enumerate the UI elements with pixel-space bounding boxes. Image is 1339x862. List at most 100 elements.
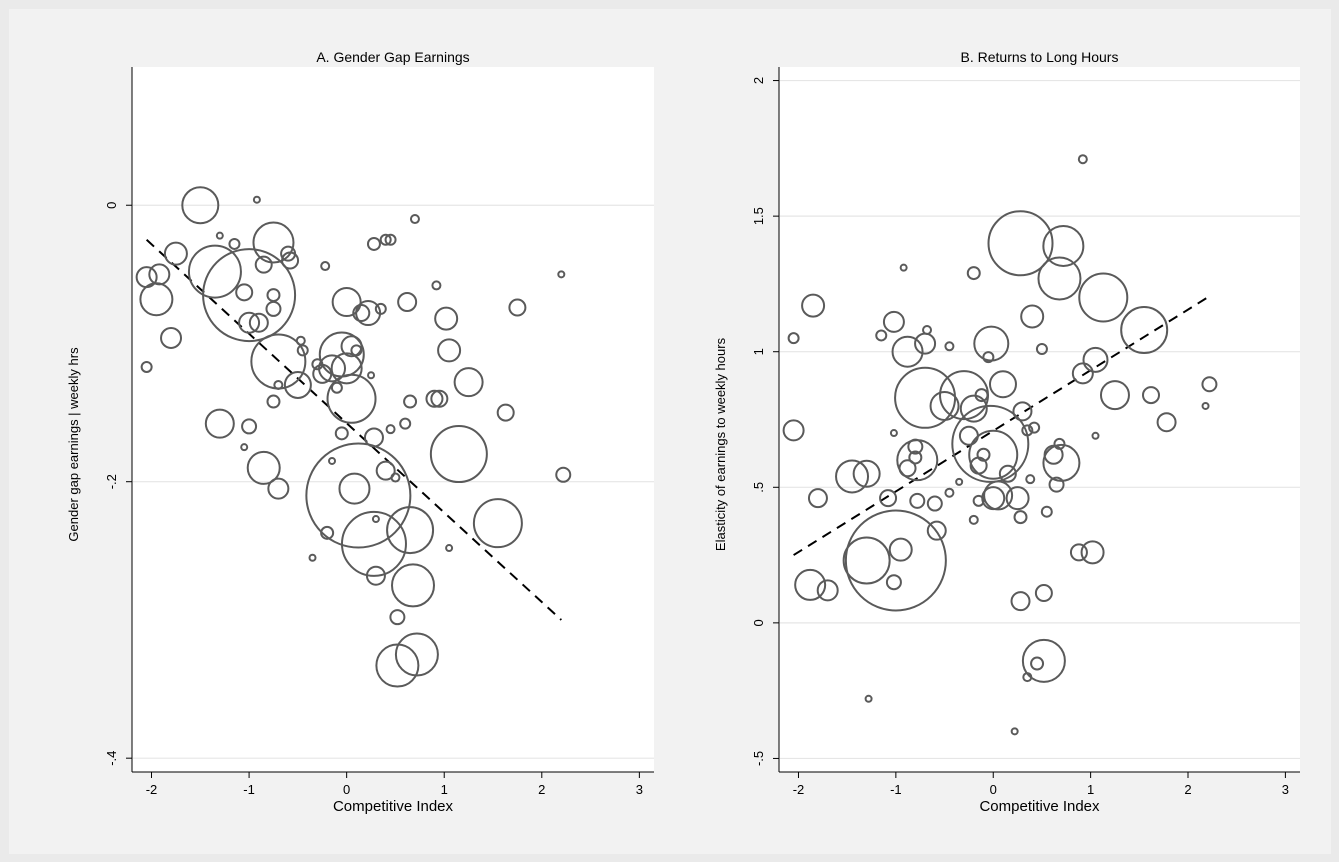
panel-b-data-point — [1025, 474, 1036, 485]
panel-b-data-point — [1077, 154, 1088, 165]
panel-b-data-point — [885, 574, 902, 591]
panel-b-data-point — [1005, 486, 1030, 511]
panel-b-data-point — [1142, 386, 1161, 405]
panel-b-data-point — [1091, 431, 1100, 440]
panel-a-data-point — [308, 553, 317, 562]
panel-b-data-point — [951, 404, 1030, 483]
panel-b-data-point — [852, 459, 881, 488]
panel-b-y-tick-label: .5 — [751, 482, 766, 493]
panel-a-x-axis-label: Competitive Index — [333, 798, 454, 815]
panel-a-data-point — [139, 282, 174, 317]
panel-b-data-point — [898, 459, 917, 478]
panel-a-fit-line-group — [145, 239, 562, 621]
panel-b-x-tick-label: -2 — [793, 782, 805, 797]
panel-a-data-point — [430, 389, 449, 408]
panel-a-data-point — [390, 472, 401, 483]
panel-a-data-point — [318, 354, 347, 383]
panel-a-data-point — [429, 425, 488, 484]
panel-a-data-point — [241, 418, 258, 435]
panel-b-data-point — [955, 477, 964, 486]
panel-b-title: B. Returns to Long Hours — [961, 49, 1119, 65]
panel-b-data-point — [1021, 638, 1066, 683]
panel-b-data-point — [907, 438, 924, 455]
panel-a-data-point — [496, 403, 515, 422]
panel-b-x-tick-label: 2 — [1184, 782, 1191, 797]
panel-a-data-point — [366, 236, 381, 251]
panel-a-data-point — [281, 251, 300, 270]
panel-b-data-point — [807, 488, 828, 509]
panel-a-data-point — [266, 394, 281, 409]
panel-b-data-point — [1037, 256, 1082, 301]
panel-a-x-tick-label: 3 — [636, 782, 643, 797]
panel-b-data-point — [914, 332, 937, 355]
panel-a-data-point — [384, 233, 397, 246]
panel-a-data-point — [367, 371, 376, 380]
panel-b-data-point — [787, 332, 800, 345]
panel-b-data-point — [1069, 543, 1088, 562]
panel-b-data-point — [875, 329, 888, 342]
panel-b-data-point — [982, 351, 995, 364]
panel-a-data-point — [472, 498, 523, 549]
panel-b-data-point — [882, 310, 905, 333]
panel-a-data-point — [340, 335, 363, 358]
panel-a-x-tick-label: -2 — [146, 782, 158, 797]
figure-background: -2 -1 0 1 2 3 0 -.2 -.4 A. Gender Gap Earnings C… — [9, 9, 1331, 854]
panel-b-data-point — [1030, 656, 1045, 671]
panel-b-data-point — [929, 390, 960, 421]
panel-a-data-point — [246, 450, 281, 485]
panel-b-x-tick-label: -1 — [890, 782, 902, 797]
panel-b-y-tick-label: -.5 — [751, 751, 766, 766]
panel-a-data-point — [187, 244, 242, 299]
panel-a-data-point — [283, 370, 312, 399]
panel-b-data-point — [974, 388, 989, 403]
panel-b-data-point — [988, 370, 1017, 399]
panel-b-y-tick-label: 1.5 — [751, 207, 766, 225]
panel-b-y-tick-label: 1 — [751, 348, 766, 355]
panel-b-data-point — [889, 429, 898, 438]
panel-b-plot-area — [779, 67, 1300, 772]
panel-a-data-point — [267, 477, 290, 500]
panel-b-data-point — [782, 419, 805, 442]
panel-a-data-point — [265, 300, 282, 317]
panel-b-data-point — [1043, 444, 1064, 465]
panel-b-data-point — [1120, 306, 1169, 355]
panel-b-data-point — [844, 509, 947, 612]
panel-a-data-point — [296, 344, 309, 357]
panel-b-y-axis-label: Elasticity of earnings to weekly hours — [713, 337, 728, 551]
panel-b-y-tick-label: 2 — [751, 77, 766, 84]
panel-b-fit-line-group — [793, 296, 1209, 556]
panel-b-data-point — [944, 487, 955, 498]
panel-a-data-point — [365, 565, 386, 586]
panel-a-data-point — [434, 306, 459, 331]
panel-b-x-axis-label: Competitive Index — [979, 798, 1100, 815]
panel-a-axes: -2 -1 0 1 2 3 0 -.2 -.4 — [104, 67, 654, 797]
panel-b-data-point — [1201, 376, 1218, 393]
panel-b-data-point — [1040, 505, 1053, 518]
panel-b-data-point — [1071, 362, 1094, 385]
panel-a-data-point — [254, 255, 273, 274]
panel-b-data-point — [926, 520, 947, 541]
panel-b-data-point — [1012, 401, 1033, 422]
panel-a-data-point — [202, 248, 297, 343]
panel-b-data-point — [968, 429, 1019, 480]
panel-a-data-point — [379, 233, 392, 246]
panel-a-data-point — [508, 298, 527, 317]
panel-a-data-point — [557, 270, 566, 279]
panel-a-data-point — [204, 408, 235, 439]
panel-b-data-point — [909, 492, 926, 509]
panel-b-data-point — [959, 394, 988, 423]
panel-b-data-point — [1082, 346, 1109, 373]
panel-b-data-point — [1042, 224, 1085, 267]
panel-a-data-point — [320, 525, 335, 540]
panel-a-data-point — [215, 231, 224, 240]
panel-a-data-point — [409, 214, 420, 225]
panel-b-data-point — [1010, 727, 1019, 736]
panel-a-data-point — [386, 506, 435, 555]
panel-a-data-point — [305, 442, 412, 549]
panel-a-data-point — [437, 338, 462, 363]
panel-b-data-point — [1035, 343, 1048, 355]
panel-a-y-tick-label: -.4 — [104, 751, 119, 766]
panel-b-data-point — [972, 494, 985, 507]
panel-a-data-point — [163, 241, 188, 266]
panel-a-y-tick-label: -.2 — [104, 474, 119, 489]
